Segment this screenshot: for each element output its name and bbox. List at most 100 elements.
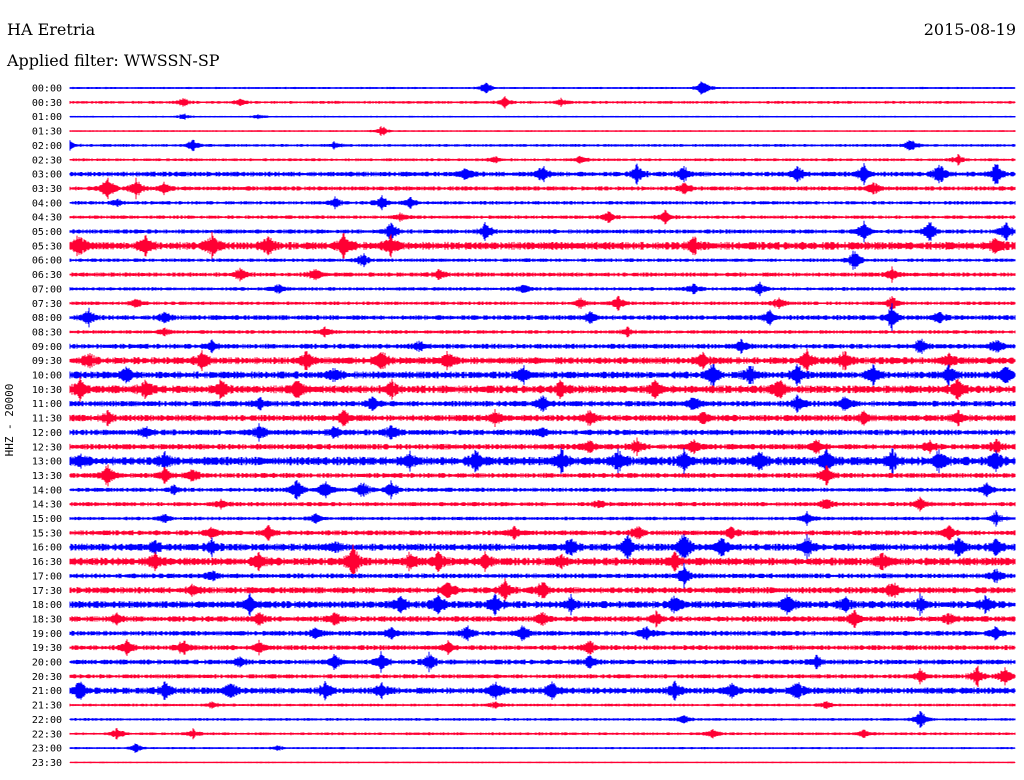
seismic-trace	[69, 480, 1016, 500]
seismic-trace	[69, 266, 1016, 283]
time-tick-label: 00:30	[32, 98, 62, 109]
seismic-trace	[69, 349, 1016, 373]
seismic-trace	[69, 665, 1016, 687]
time-tick-label: 06:30	[32, 270, 62, 281]
time-tick-label: 13:00	[32, 457, 62, 468]
record-date: 2015-08-19	[923, 20, 1016, 39]
time-tick-label: 03:00	[32, 170, 62, 181]
time-tick-label: 16:00	[32, 543, 62, 554]
time-tick-label: 14:30	[32, 500, 62, 511]
seismic-trace	[69, 195, 1016, 211]
time-tick-label: 08:00	[32, 313, 62, 324]
time-tick-label: 04:00	[32, 198, 62, 209]
time-tick-label: 11:00	[32, 399, 62, 410]
time-tick-label: 22:30	[32, 729, 62, 740]
seismic-trace	[69, 701, 1016, 709]
time-tick-label: 03:30	[32, 184, 62, 195]
time-tick-label: 20:00	[32, 658, 62, 669]
time-tick-label: 01:00	[32, 112, 62, 123]
time-tick-label: 11:30	[32, 414, 62, 425]
time-tick-label: 06:00	[32, 256, 62, 267]
time-tick-label: 17:00	[32, 571, 62, 582]
time-tick-label: 15:00	[32, 514, 62, 525]
seismic-trace	[69, 711, 1016, 728]
time-tick-label: 04:30	[32, 213, 62, 224]
time-tick-label: 02:30	[32, 155, 62, 166]
seismic-trace	[69, 625, 1016, 642]
time-tick-label: 05:00	[32, 227, 62, 238]
time-tick-label: 09:30	[32, 356, 62, 367]
time-tick-label: 18:30	[32, 614, 62, 625]
time-tick-label: 00:00	[32, 84, 62, 95]
seismic-trace	[69, 534, 1016, 561]
time-tick-label: 05:30	[32, 241, 62, 252]
seismic-trace	[69, 326, 1016, 338]
time-tick-label: 07:00	[32, 284, 62, 295]
time-tick-label: 21:30	[32, 701, 62, 712]
time-tick-label: 13:30	[32, 471, 62, 482]
seismic-trace	[69, 154, 1016, 166]
seismic-trace	[69, 113, 1016, 120]
seismic-trace	[69, 525, 1016, 541]
seismic-trace	[69, 409, 1016, 427]
seismic-trace	[69, 496, 1016, 512]
seismic-trace	[69, 364, 1016, 386]
seismic-trace	[69, 464, 1016, 487]
seismic-trace	[69, 231, 1016, 260]
seismic-trace	[69, 250, 1016, 270]
seismic-trace	[69, 639, 1016, 656]
seismic-trace	[69, 651, 1016, 673]
seismic-trace	[69, 437, 1016, 456]
time-tick-label: 20:30	[32, 672, 62, 683]
seismic-trace	[69, 593, 1016, 616]
seismic-trace	[69, 680, 1016, 701]
seismic-trace	[69, 126, 1016, 136]
seismic-trace	[69, 728, 1016, 740]
time-tick-label: 18:00	[32, 600, 62, 611]
time-tick-label: 19:00	[32, 629, 62, 640]
time-tick-label: 07:30	[32, 299, 62, 310]
seismic-trace	[69, 209, 1016, 225]
seismic-trace	[69, 510, 1016, 527]
station-name: HA Eretria	[7, 20, 96, 39]
seismic-trace	[69, 220, 1016, 243]
time-tick-label: 12:00	[32, 428, 62, 439]
time-tick-label: 09:00	[32, 342, 62, 353]
seismic-trace	[69, 139, 1016, 152]
seismic-trace	[69, 163, 1016, 186]
seismic-trace	[69, 394, 1016, 413]
time-tick-label: 15:30	[32, 528, 62, 539]
seismic-trace	[69, 281, 1016, 297]
time-tick-label: 23:00	[32, 744, 62, 755]
seismic-trace	[69, 295, 1016, 311]
time-tick-label: 02:00	[32, 141, 62, 152]
seismic-trace	[69, 177, 1016, 200]
seismic-trace	[69, 447, 1016, 475]
seismic-trace	[69, 761, 1016, 764]
time-tick-label: 23:30	[32, 758, 62, 769]
time-tick-label: 01:30	[32, 127, 62, 138]
seismic-trace	[69, 377, 1016, 402]
time-tick-label: 19:30	[32, 643, 62, 654]
time-tick-label: 08:30	[32, 327, 62, 338]
time-tick-label: 21:00	[32, 686, 62, 697]
seismic-trace	[69, 423, 1016, 442]
seismic-trace	[69, 609, 1016, 628]
time-tick-label: 10:00	[32, 371, 62, 382]
time-tick-label: 17:30	[32, 586, 62, 597]
seismic-trace	[69, 563, 1016, 589]
time-tick-label: 10:30	[32, 385, 62, 396]
time-tick-label: 12:30	[32, 442, 62, 453]
seismic-trace	[69, 578, 1016, 603]
seismic-trace	[69, 544, 1016, 579]
filter-label: Applied filter: WWSSN-SP	[7, 51, 220, 70]
time-tick-label: 14:00	[32, 485, 62, 496]
seismic-trace	[69, 96, 1016, 109]
seismic-trace	[69, 338, 1016, 354]
seismic-trace	[69, 303, 1016, 332]
seismic-trace	[69, 743, 1016, 753]
seismic-trace	[69, 81, 1016, 95]
time-tick-label: 16:30	[32, 557, 62, 568]
